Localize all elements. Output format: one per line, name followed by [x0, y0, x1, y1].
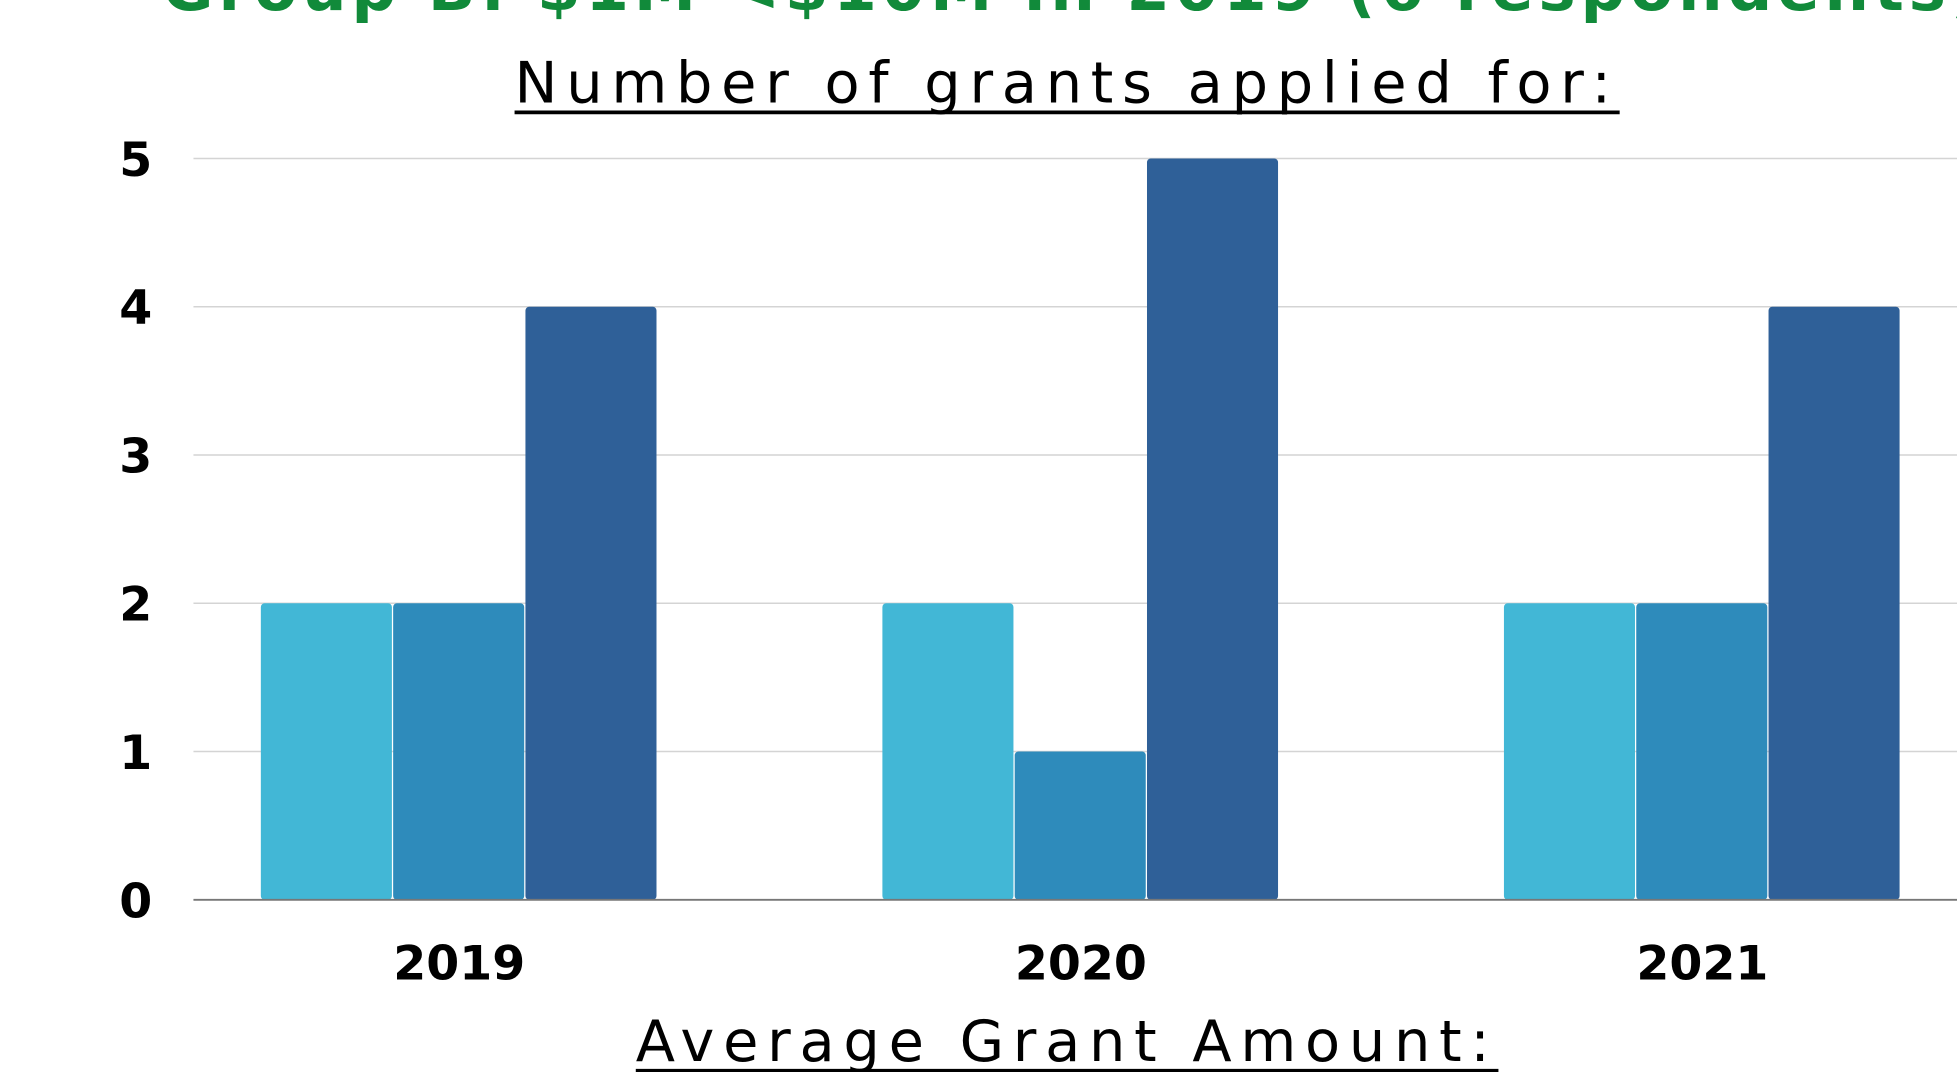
bar: [1503, 603, 1635, 900]
bar: [882, 603, 1014, 900]
bar: [393, 603, 525, 900]
footer-heading: Average Grant Amount:: [636, 1008, 1499, 1072]
bar: [1014, 751, 1146, 900]
bar: [1146, 158, 1279, 900]
chart-title: Group B: $1M <$10M in 2019 (6 respondent…: [162, 0, 1957, 25]
y-tick-label: 4: [119, 281, 152, 336]
y-tick-label: 5: [119, 133, 152, 188]
bar: [1636, 603, 1768, 900]
y-tick-label: 3: [119, 429, 152, 484]
x-tick-label: 2019: [393, 937, 525, 992]
x-tick-label: 2020: [1015, 937, 1147, 992]
chart-subtitle: Number of grants applied for:: [515, 49, 1620, 116]
bar: [260, 603, 392, 900]
y-tick-label: 2: [119, 578, 152, 633]
x-tick-label: 2021: [1636, 937, 1768, 992]
bar: [525, 306, 657, 900]
y-tick-label: 0: [119, 874, 152, 929]
y-tick-label: 1: [119, 726, 152, 781]
bar: [1768, 306, 1900, 900]
